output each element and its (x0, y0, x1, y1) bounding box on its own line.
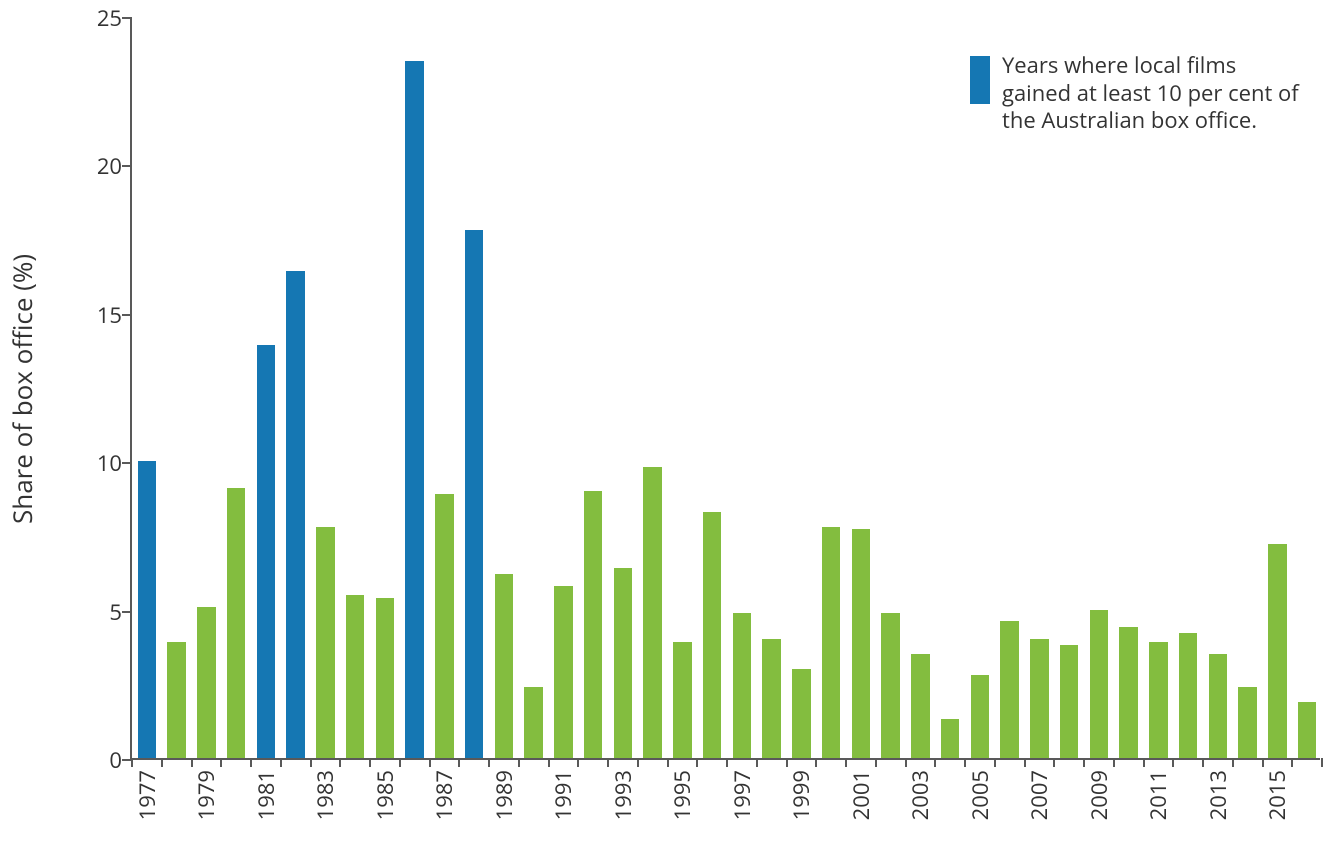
x-tick-label: 2007 (1024, 758, 1054, 820)
bar (495, 574, 513, 758)
x-tick-label: 1999 (786, 758, 816, 820)
legend: Years where local films gained at least … (970, 52, 1299, 135)
x-tick-label: 1993 (608, 758, 638, 820)
x-tick-label: 2005 (965, 758, 995, 820)
bar (257, 345, 275, 758)
legend-swatch (970, 56, 990, 104)
x-tick-label: 1977 (132, 758, 162, 820)
bar (1268, 544, 1286, 758)
y-tick-mark (122, 165, 132, 167)
bar (971, 675, 989, 758)
x-tick-label: 2011 (1143, 758, 1173, 820)
y-tick-mark (122, 314, 132, 316)
bar (822, 527, 840, 759)
x-tick-label: 1983 (310, 758, 340, 820)
bar (1119, 627, 1137, 758)
y-tick-mark (122, 17, 132, 19)
bar (197, 607, 215, 758)
bar (1149, 642, 1167, 758)
y-tick-mark (122, 462, 132, 464)
bar (1238, 687, 1256, 758)
bar (614, 568, 632, 758)
bar (584, 491, 602, 758)
x-tick-label: 1995 (667, 758, 697, 820)
bar (673, 642, 691, 758)
x-tick-label: 1987 (429, 758, 459, 820)
bar (1000, 621, 1018, 758)
bar (286, 271, 304, 758)
bar (316, 527, 334, 759)
bar (1090, 610, 1108, 758)
bar (703, 512, 721, 758)
bar (1030, 639, 1048, 758)
legend-text: Years where local films gained at least … (1002, 52, 1299, 135)
bar (733, 613, 751, 758)
bar (643, 467, 661, 758)
x-tick-label: 2003 (905, 758, 935, 820)
bar (554, 586, 572, 758)
bar (941, 719, 959, 758)
x-tick-mark (1321, 758, 1323, 767)
bar (405, 61, 423, 758)
bar (465, 230, 483, 758)
chart-container: 0510152025197719791981198319851987198919… (0, 0, 1336, 850)
bar (1060, 645, 1078, 758)
x-tick-label: 1991 (548, 758, 578, 820)
bar (227, 488, 245, 758)
bar (792, 669, 810, 758)
x-tick-label: 1997 (727, 758, 757, 820)
x-tick-label: 1989 (489, 758, 519, 820)
bar (346, 595, 364, 758)
bar (762, 639, 780, 758)
x-tick-label: 2015 (1262, 758, 1292, 820)
bar (376, 598, 394, 758)
bar (1179, 633, 1197, 758)
bar (1209, 654, 1227, 758)
bar (911, 654, 929, 758)
x-tick-label: 2009 (1084, 758, 1114, 820)
x-tick-label: 1981 (251, 758, 281, 820)
y-axis-title: Share of box office (%) (4, 254, 40, 524)
bar (435, 494, 453, 758)
bar (167, 642, 185, 758)
y-tick-mark (122, 611, 132, 613)
x-tick-label: 2013 (1203, 758, 1233, 820)
bar (138, 461, 156, 758)
x-tick-label: 1979 (191, 758, 221, 820)
x-tick-label: 1985 (370, 758, 400, 820)
x-tick-label: 2001 (846, 758, 876, 820)
bar (524, 687, 542, 758)
bar (881, 613, 899, 758)
bar (852, 529, 870, 758)
bar (1298, 702, 1316, 758)
